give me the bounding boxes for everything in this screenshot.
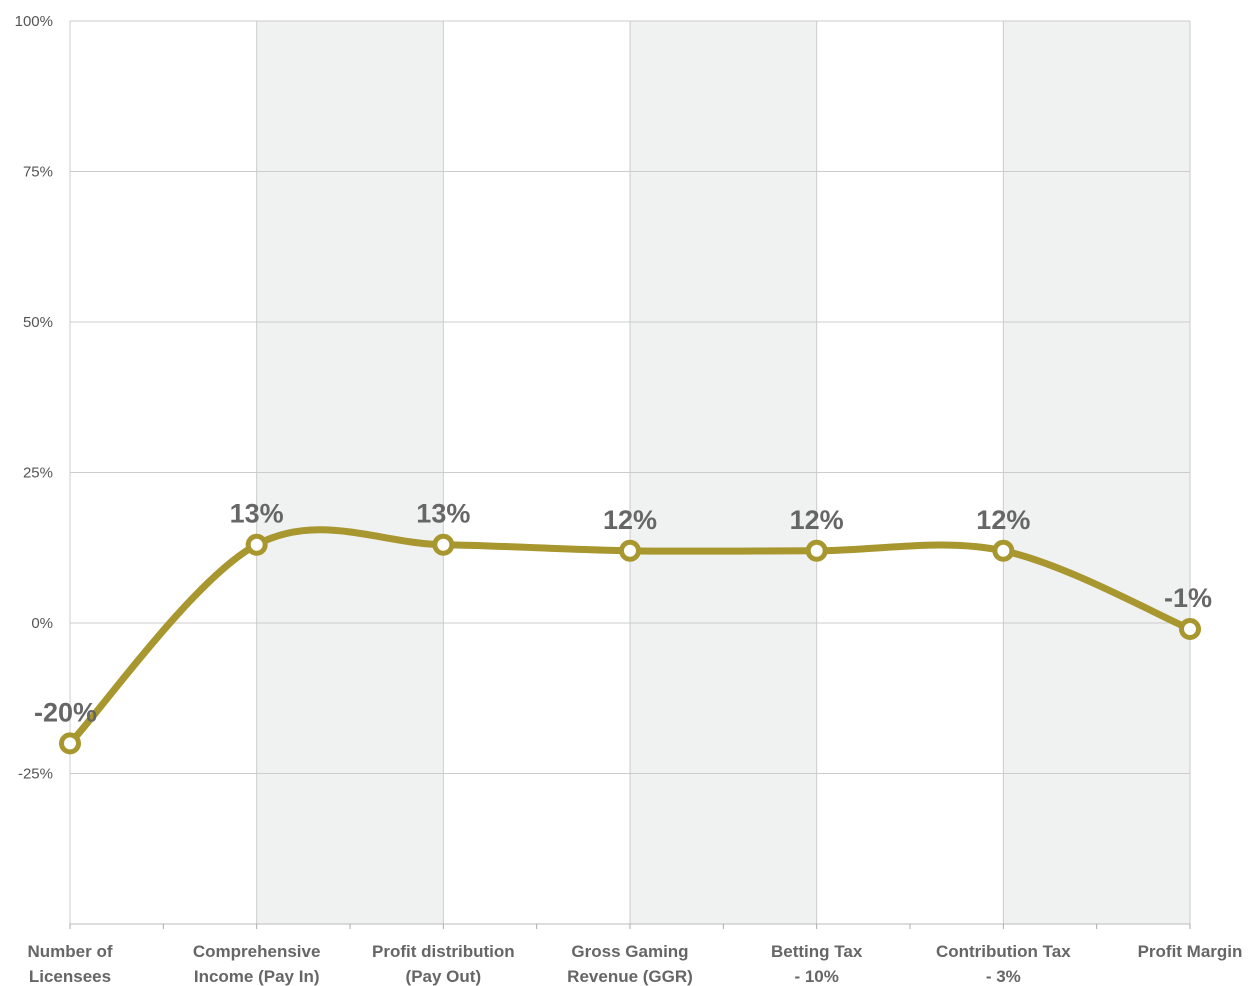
y-tick-label: -25% xyxy=(18,766,53,783)
y-axis-ticks: 100% 75% 50% 25% 0% -25% xyxy=(15,13,53,783)
data-point xyxy=(245,533,268,556)
data-point xyxy=(992,539,1015,562)
data-label: -20% xyxy=(34,697,97,727)
x-tick-label: Profit distribution (Pay Out) xyxy=(372,942,515,986)
data-label: 13% xyxy=(230,499,284,529)
data-label: 13% xyxy=(416,499,470,529)
x-axis-labels: Number of Licensees Comprehensive Income (P… xyxy=(28,942,1243,986)
x-tick-label: Comprehensive Income (Pay In) xyxy=(193,942,321,986)
data-label: -1% xyxy=(1164,583,1212,613)
data-labels: -20% 13% 13% 12% 12% 12% -1% xyxy=(34,499,1212,728)
y-tick-label: 100% xyxy=(15,13,53,30)
x-tick-label: Gross Gaming Revenue (GGR) xyxy=(567,942,693,986)
y-tick-label: 25% xyxy=(23,465,53,482)
data-point xyxy=(1179,618,1201,641)
x-axis xyxy=(69,923,1191,929)
data-label: 12% xyxy=(603,505,657,535)
data-label: 12% xyxy=(790,505,844,535)
x-tick-label: Betting Tax - 10% xyxy=(771,942,863,986)
x-tick-label: Number of Licensees xyxy=(28,942,113,986)
data-point xyxy=(59,732,81,755)
y-tick-label: 50% xyxy=(23,314,53,331)
y-tick-label: 75% xyxy=(23,164,53,181)
gridlines xyxy=(69,20,1191,924)
data-point xyxy=(619,539,641,562)
data-point xyxy=(805,539,828,562)
data-point xyxy=(432,533,455,556)
x-tick-label: Contribution Tax - 3% xyxy=(936,942,1071,986)
data-label: 12% xyxy=(976,505,1030,535)
data-points xyxy=(59,533,1201,755)
x-tick-label: Profit Margin xyxy=(1138,942,1243,961)
y-tick-label: 0% xyxy=(31,615,53,632)
